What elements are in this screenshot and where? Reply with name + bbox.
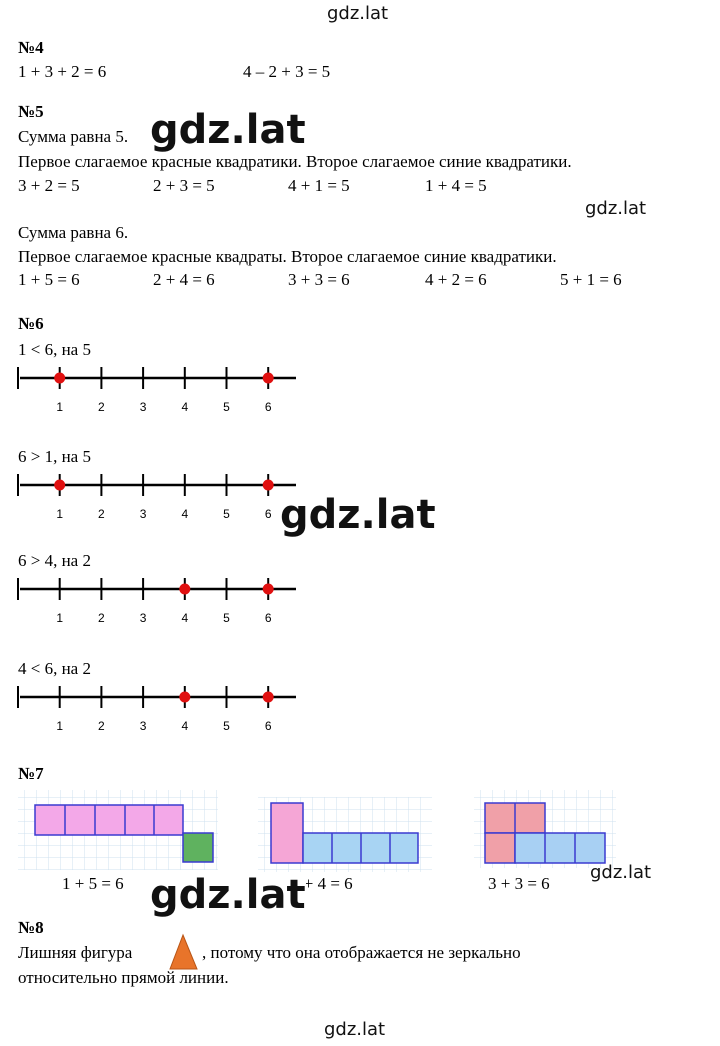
equation: 5 + 1 = 6 [560, 270, 622, 289]
tick-label: 1 [56, 719, 63, 733]
text: Лишняя фигура [18, 943, 133, 962]
tick-label: 4 [181, 719, 188, 733]
tick-label: 6 [265, 719, 272, 733]
tick-label: 2 [98, 719, 105, 733]
caption: 2 + 4 = 6 [291, 874, 353, 893]
tick-label: 5 [223, 507, 230, 521]
comparison: 4 < 6, на 2 [18, 659, 91, 678]
task-title: №8 [18, 918, 44, 937]
task-title: №7 [18, 764, 44, 783]
point [54, 372, 66, 384]
equation: 4 + 2 = 6 [425, 270, 487, 289]
tick-label: 1 [56, 611, 63, 625]
equation: 1 + 5 = 6 [18, 270, 80, 289]
text: Сумма равна 6. [18, 223, 129, 242]
watermark: gdz.lat [150, 107, 306, 153]
text: Сумма равна 5. [18, 127, 129, 146]
equation: 1 + 3 + 2 = 6 [18, 62, 107, 81]
point [54, 479, 66, 491]
caption: 1 + 5 = 6 [62, 874, 124, 893]
watermark: gdz.lat [327, 3, 389, 24]
point [179, 691, 191, 703]
number-line: 1 2 3 4 5 6 [17, 578, 296, 625]
tick-label: 4 [181, 400, 188, 414]
equation: 2 + 3 = 5 [153, 176, 215, 195]
number-line: 1 2 3 4 5 6 [17, 686, 296, 733]
equation: 4 + 1 = 5 [288, 176, 350, 195]
task-title: №6 [18, 314, 44, 333]
number-line: 1 2 3 4 5 6 [17, 367, 296, 414]
text: Первое слагаемое красные квадратики. Вто… [18, 152, 572, 171]
caption: 3 + 3 = 6 [488, 874, 550, 893]
watermark: gdz.lat [150, 872, 306, 918]
tick-label: 2 [98, 507, 105, 521]
tick-label: 3 [140, 611, 147, 625]
tick-label: 4 [181, 611, 188, 625]
point [262, 479, 274, 491]
tick-label: 4 [181, 507, 188, 521]
tick-label: 2 [98, 611, 105, 625]
watermark: gdz.lat [280, 492, 436, 538]
equation: 4 – 2 + 3 = 5 [243, 62, 331, 81]
point [262, 691, 274, 703]
point [262, 583, 274, 595]
equation: 3 + 2 = 5 [18, 176, 80, 195]
tick-label: 6 [265, 507, 272, 521]
tick-label: 1 [56, 507, 63, 521]
task-title: №4 [18, 38, 44, 57]
watermark: gdz.lat [590, 862, 652, 883]
tick-label: 5 [223, 611, 230, 625]
tick-label: 1 [56, 400, 63, 414]
point [179, 583, 191, 595]
text: Первое слагаемое красные квадраты. Второ… [18, 247, 557, 266]
comparison: 6 > 4, на 2 [18, 551, 91, 570]
drawings [18, 790, 616, 872]
tick-label: 6 [265, 611, 272, 625]
point [262, 372, 274, 384]
tick-label: 5 [223, 719, 230, 733]
comparison: 6 > 1, на 5 [18, 447, 91, 466]
text: , потому что она отображается не зеркаль… [202, 943, 521, 962]
watermark: gdz.lat [585, 198, 647, 219]
tick-label: 6 [265, 400, 272, 414]
tick-label: 5 [223, 400, 230, 414]
text: относительно прямой линии. [18, 968, 229, 987]
triangle-icon [169, 933, 198, 970]
comparison: 1 < 6, на 5 [18, 340, 91, 359]
equation: 1 + 4 = 5 [425, 176, 487, 195]
tick-label: 3 [140, 507, 147, 521]
number-line: 1 2 3 4 5 6 [17, 474, 296, 521]
tick-label: 3 [140, 400, 147, 414]
drawing [34, 804, 214, 863]
task-title: №5 [18, 102, 44, 121]
equation: 3 + 3 = 6 [288, 270, 350, 289]
drawing [270, 802, 419, 864]
watermark: gdz.lat [324, 1019, 386, 1040]
tick-label: 2 [98, 400, 105, 414]
equation: 2 + 4 = 6 [153, 270, 215, 289]
tick-label: 3 [140, 719, 147, 733]
drawing [484, 802, 606, 864]
